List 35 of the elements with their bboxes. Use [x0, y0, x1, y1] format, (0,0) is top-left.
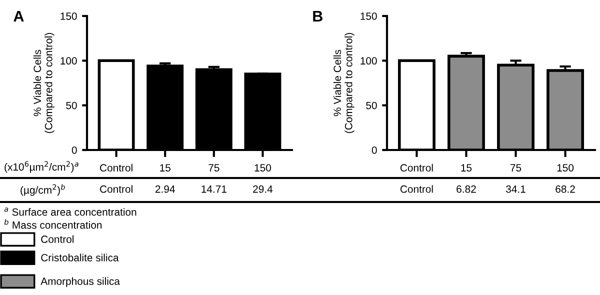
legend-label: Control	[41, 235, 74, 243]
x-tick-label: 150	[557, 164, 574, 172]
y-tick-label: 100	[360, 57, 377, 65]
text: 68.2	[556, 185, 575, 193]
x-tick-label: Control	[400, 164, 433, 172]
chart-title: A	[14, 10, 24, 22]
y-tick-label: 150	[60, 12, 77, 20]
text: 2.94	[155, 185, 175, 193]
y-tick-label: 50	[366, 102, 377, 110]
y-tick-label: 100	[60, 57, 77, 65]
chart-title: B	[313, 10, 322, 22]
text: 34.1	[506, 185, 526, 193]
x-tick-label: 75	[510, 164, 522, 172]
text: $^{a}$ Surface area concentration	[4, 208, 136, 216]
text: 6.82	[456, 185, 476, 193]
text: (x10$^{6}$µm$^{2}$/cm$^{2}$)$^{a}$	[4, 161, 78, 173]
y-axis-title: % Viable Cells (Compared to control)	[33, 32, 54, 134]
x-tick-label: Control	[100, 164, 132, 172]
x-tick-label: 150	[254, 164, 271, 172]
text: 14.71	[202, 186, 226, 193]
y-axis-title: % Viable Cells (Compared to control)	[333, 32, 354, 134]
text: Control	[400, 185, 433, 193]
text: 29.4	[253, 185, 273, 193]
legend-label: Cristobalite silica	[41, 254, 119, 262]
y-tick-label: 0	[72, 146, 77, 154]
y-tick-label: 0	[372, 146, 377, 154]
text: (µg/cm$^{2}$)$^{b}$	[20, 184, 65, 196]
y-tick-label: 150	[360, 12, 377, 20]
text: Control	[100, 185, 132, 193]
y-tick-label: 50	[66, 102, 77, 110]
x-tick-label: 15	[160, 164, 170, 172]
text: $^{b}$ Mass concentration	[4, 219, 102, 229]
x-tick-label: 75	[208, 164, 220, 172]
text: Amorphous silica	[40, 277, 120, 287]
x-tick-label: 15	[461, 164, 472, 172]
